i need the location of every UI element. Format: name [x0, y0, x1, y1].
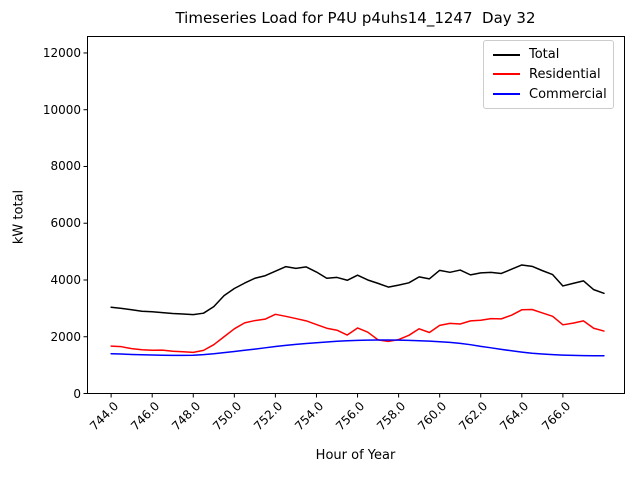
plot-area	[83, 36, 625, 398]
y-tick-label: 4000	[50, 272, 81, 287]
legend-item-total: Total	[493, 47, 604, 62]
x-tick-label: 744.0	[86, 399, 122, 434]
legend: Total Residential Commercial	[483, 40, 614, 109]
y-tick-label: 12000	[42, 45, 81, 60]
legend-item-commercial: Commercial	[493, 86, 607, 102]
x-tick-label: 746.0	[127, 399, 163, 434]
legend-label-residential: Residential	[529, 66, 601, 82]
total-line-swatch	[493, 53, 520, 56]
legend-label-commercial: Commercial	[529, 86, 607, 102]
y-tick-label: 10000	[42, 102, 81, 117]
x-tick-label: 758.0	[374, 399, 409, 434]
x-tick-label: 760.0	[415, 399, 450, 434]
y-tick-label: 8000	[50, 159, 81, 174]
series-line-total	[110, 264, 605, 316]
legend-label-total: Total	[529, 47, 560, 63]
y-tick-label: 6000	[50, 216, 81, 231]
series-line-residential	[110, 308, 605, 354]
x-axis-label: Hour of Year	[315, 448, 396, 463]
commercial-line-swatch	[493, 93, 520, 96]
x-tick-label: 754.0	[292, 399, 327, 434]
x-tick-label: 762.0	[456, 399, 491, 434]
x-tick-label: 764.0	[497, 399, 532, 434]
residential-line-swatch	[493, 73, 520, 76]
legend-item-residential: Residential	[493, 67, 604, 82]
axes-frame	[87, 36, 625, 394]
x-tick-label: 748.0	[168, 399, 204, 434]
chart-title: Timeseries Load for P4U p4uhs14_1247 Day…	[175, 9, 536, 27]
x-tick-label: 756.0	[333, 399, 368, 434]
x-tick-label: 752.0	[251, 399, 286, 434]
series-line-commercial	[110, 339, 605, 357]
y-tick-label: 0	[73, 386, 81, 401]
y-tick-label: 2000	[50, 329, 81, 344]
x-tick-label: 766.0	[538, 399, 573, 434]
x-tick-label: 750.0	[210, 399, 245, 434]
